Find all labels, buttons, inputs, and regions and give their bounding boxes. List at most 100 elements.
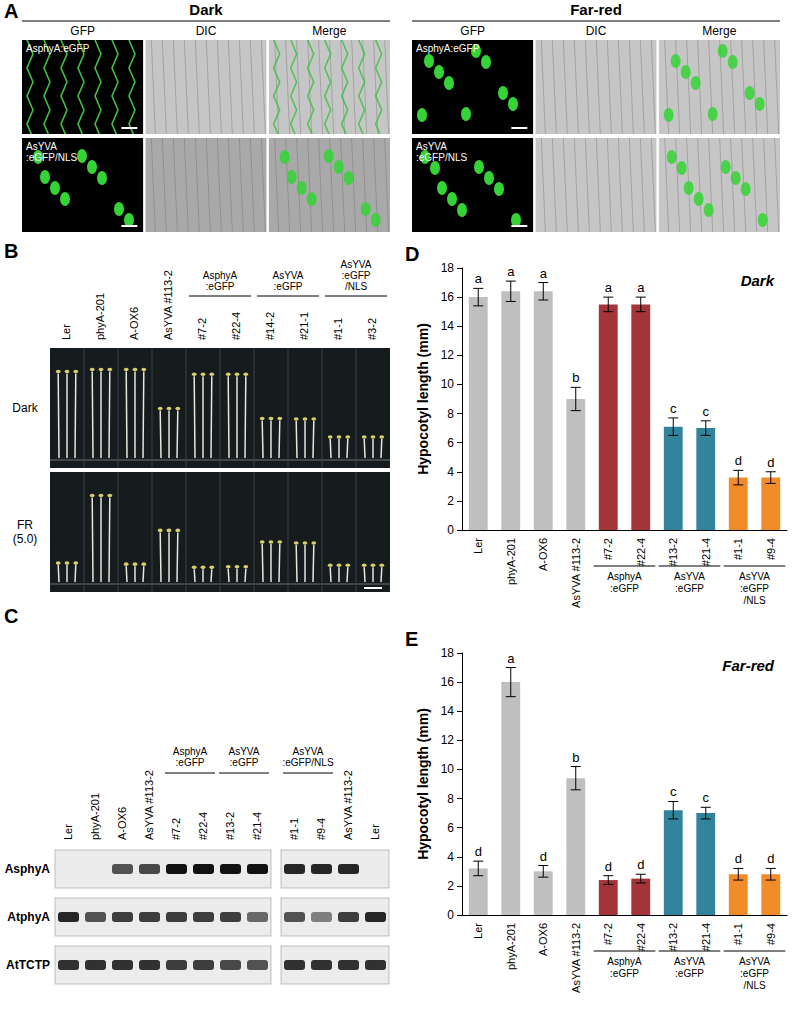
svg-text:c: c	[703, 790, 710, 805]
svg-text:AsYVA:eGFP: AsYVA:eGFP	[273, 270, 304, 292]
svg-text:AtTCTP: AtTCTP	[6, 958, 50, 972]
svg-text:#21-4: #21-4	[700, 538, 712, 566]
svg-text:#21-1: #21-1	[298, 312, 310, 340]
svg-text:E: E	[405, 628, 418, 650]
svg-text:/NLS: /NLS	[743, 595, 766, 606]
svg-text:Hypocotyl length (mm): Hypocotyl length (mm)	[415, 708, 431, 860]
svg-text:AsYVA: AsYVA	[674, 571, 705, 582]
svg-text:phyA-201: phyA-201	[94, 293, 106, 340]
svg-text:A-OX6: A-OX6	[128, 307, 140, 340]
svg-text:FR(5.0): FR(5.0)	[13, 518, 38, 546]
svg-text:#13-2: #13-2	[667, 538, 679, 566]
svg-text:#22-4: #22-4	[635, 923, 647, 951]
svg-text:Merge: Merge	[312, 24, 346, 38]
svg-text:a: a	[475, 271, 483, 286]
svg-text:Ler: Ler	[472, 538, 484, 554]
svg-text::eGFP: :eGFP	[740, 968, 769, 979]
svg-text:8: 8	[447, 407, 454, 421]
svg-text:DIC: DIC	[196, 24, 217, 38]
svg-text:4: 4	[447, 850, 454, 864]
svg-text:AsphyA: AsphyA	[5, 862, 51, 876]
svg-text:#14-2: #14-2	[264, 312, 276, 340]
svg-text:Ler: Ler	[61, 824, 73, 840]
svg-text:#22-4: #22-4	[230, 312, 242, 340]
svg-text:AsYVA #113-2: AsYVA #113-2	[341, 770, 353, 840]
svg-text:AsYVA: AsYVA	[739, 956, 770, 967]
svg-text:Ler: Ler	[368, 824, 380, 840]
svg-text:phyA-201: phyA-201	[505, 538, 517, 585]
svg-text:a: a	[507, 264, 515, 279]
svg-text:d: d	[540, 849, 547, 864]
svg-text:AsYVA:eGFP/NLS: AsYVA:eGFP/NLS	[416, 141, 467, 163]
svg-text:#3-2: #3-2	[366, 318, 378, 340]
svg-text:b: b	[572, 370, 579, 385]
svg-text:AsphyA: AsphyA	[607, 956, 642, 967]
svg-text:DIC: DIC	[586, 24, 607, 38]
svg-text:c: c	[670, 401, 677, 416]
svg-text:d: d	[475, 844, 482, 859]
svg-text:2: 2	[447, 494, 454, 508]
svg-text:#22-4: #22-4	[196, 812, 208, 840]
svg-text:d: d	[735, 453, 742, 468]
svg-text:d: d	[637, 857, 644, 872]
svg-text:AsYVA: AsYVA	[739, 571, 770, 582]
svg-text:GFP: GFP	[70, 24, 95, 38]
svg-text:C: C	[4, 605, 18, 627]
svg-text:Hypocotyl length (mm): Hypocotyl length (mm)	[415, 323, 431, 475]
svg-text:Ler: Ler	[472, 923, 484, 939]
svg-text:AsYVA:eGFP/NLS: AsYVA:eGFP/NLS	[26, 141, 77, 163]
svg-text:#9-4: #9-4	[765, 923, 777, 945]
svg-text:AsYVA: AsYVA	[674, 956, 705, 967]
svg-text:Ler: Ler	[60, 324, 72, 340]
svg-text:14: 14	[441, 319, 455, 333]
svg-text:c: c	[703, 404, 710, 419]
svg-text:c: c	[670, 784, 677, 799]
svg-text:10: 10	[441, 377, 455, 391]
svg-text:#7-2: #7-2	[602, 538, 614, 560]
svg-text:/NLS: /NLS	[743, 980, 766, 991]
svg-text:d: d	[735, 851, 742, 866]
svg-text:#1-1: #1-1	[332, 318, 344, 340]
svg-text:AsYVA #113-2: AsYVA #113-2	[142, 770, 154, 840]
svg-text:14: 14	[441, 704, 455, 718]
svg-text:12: 12	[441, 348, 455, 362]
svg-text:AsYVA #113-2: AsYVA #113-2	[162, 270, 174, 340]
svg-text:AsphyA:eGFP: AsphyA:eGFP	[26, 43, 90, 54]
svg-text:phyA-201: phyA-201	[88, 793, 100, 840]
svg-text:AsphyA:eGFP: AsphyA:eGFP	[203, 270, 238, 292]
svg-text:6: 6	[447, 436, 454, 450]
svg-text:Far-red: Far-red	[570, 1, 622, 18]
svg-text:B: B	[4, 240, 18, 262]
svg-text:2: 2	[447, 879, 454, 893]
svg-text:d: d	[767, 455, 774, 470]
svg-text:a: a	[540, 266, 548, 281]
svg-text:#1-1: #1-1	[732, 538, 744, 560]
svg-text:Dark: Dark	[189, 1, 223, 18]
svg-text:6: 6	[447, 821, 454, 835]
svg-text:Dark: Dark	[12, 401, 38, 415]
svg-text:#21-4: #21-4	[700, 923, 712, 951]
svg-text::eGFP: :eGFP	[610, 968, 639, 979]
svg-text:#13-2: #13-2	[223, 812, 235, 840]
svg-text:16: 16	[441, 675, 455, 689]
svg-text::eGFP: :eGFP	[675, 583, 704, 594]
svg-text:#22-4: #22-4	[635, 538, 647, 566]
svg-text:a: a	[637, 280, 645, 295]
svg-text:d: d	[605, 859, 612, 874]
svg-text:#13-2: #13-2	[667, 923, 679, 951]
svg-text:#9-4: #9-4	[765, 538, 777, 560]
svg-text:Far-red: Far-red	[722, 657, 775, 674]
svg-text:0: 0	[447, 523, 454, 537]
svg-text:#1-1: #1-1	[287, 818, 299, 840]
svg-text::eGFP: :eGFP	[740, 583, 769, 594]
svg-text:AsphyA:eGFP: AsphyA:eGFP	[416, 43, 480, 54]
svg-text:phyA-201: phyA-201	[505, 923, 517, 970]
svg-text:18: 18	[441, 646, 455, 660]
svg-text:12: 12	[441, 733, 455, 747]
svg-text:#7-2: #7-2	[196, 318, 208, 340]
svg-text:8: 8	[447, 792, 454, 806]
svg-text:#7-2: #7-2	[169, 818, 181, 840]
svg-text:0: 0	[447, 908, 454, 922]
svg-text:GFP: GFP	[460, 24, 485, 38]
svg-text:16: 16	[441, 290, 455, 304]
